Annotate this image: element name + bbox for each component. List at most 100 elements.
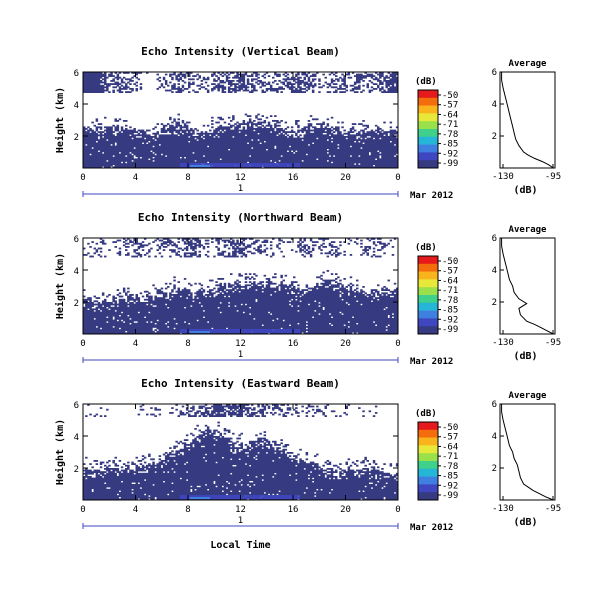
heatmap-cell <box>248 115 252 117</box>
heatmap-cell <box>393 294 397 335</box>
heatmap-cell <box>259 286 262 335</box>
heatmap-cell <box>244 453 248 464</box>
colorbar-unit: (dB) <box>415 409 437 419</box>
heatmap-cell <box>305 452 309 456</box>
heatmap-cell <box>244 136 248 169</box>
heatmap-cell <box>194 128 197 130</box>
y-tick-label: 4 <box>74 267 79 277</box>
heatmap-cell <box>146 413 149 416</box>
heatmap-cell <box>158 413 162 416</box>
heatmap-cell <box>311 461 315 465</box>
heatmap-cell <box>209 129 212 132</box>
heatmap-cell <box>295 281 298 283</box>
heatmap-cell <box>246 121 250 143</box>
heatmap-cell <box>122 241 126 243</box>
heatmap-cell <box>261 121 264 124</box>
heatmap-cell <box>383 252 386 255</box>
heatmap-cell <box>230 88 233 90</box>
heatmap-cell <box>240 247 243 255</box>
heatmap-cell <box>395 287 399 335</box>
heatmap-cell <box>337 479 340 501</box>
heatmap-cell <box>125 128 128 156</box>
heatmap-cell <box>349 282 353 285</box>
heatmap-cell <box>238 76 241 84</box>
heatmap-cell <box>309 81 313 87</box>
heatmap-cell <box>372 466 376 501</box>
heatmap-cell <box>284 72 288 74</box>
heatmap-cell <box>322 310 325 335</box>
heatmap-cell <box>263 126 267 141</box>
heatmap-cell <box>263 437 267 441</box>
heatmap-cell <box>114 72 117 74</box>
heatmap-cell <box>173 319 176 328</box>
heatmap-cell <box>114 76 117 79</box>
heatmap-cell <box>351 131 355 133</box>
heatmap-cell <box>269 241 273 243</box>
heatmap-cell <box>217 476 220 501</box>
heatmap-cell <box>301 72 304 76</box>
heatmap-cell <box>278 242 281 245</box>
heatmap-cell <box>255 78 258 81</box>
colorbar-label: -78 <box>442 462 458 472</box>
heatmap-cell <box>374 469 378 475</box>
heatmap-cell <box>269 314 273 335</box>
heatmap-cell <box>190 132 193 169</box>
heatmap-cell <box>389 121 393 124</box>
heatmap-cell <box>322 84 325 87</box>
heatmap-cell <box>146 302 149 304</box>
heatmap-cell <box>280 453 283 501</box>
heatmap-cell <box>167 89 170 92</box>
heatmap-cell <box>127 72 130 74</box>
heatmap-title: Echo Intensity (Eastward Beam) <box>141 377 340 390</box>
heatmap-cell <box>332 290 336 335</box>
heatmap-cell <box>244 113 248 116</box>
heatmap-cell <box>173 126 176 132</box>
heatmap-cell <box>196 255 199 258</box>
heatmap-cell <box>278 128 281 133</box>
heatmap-cell <box>154 407 157 411</box>
heatmap-cell <box>301 246 304 248</box>
heatmap-cell <box>366 246 369 248</box>
heatmap-cell <box>139 72 143 74</box>
heatmap-cell <box>192 252 195 256</box>
heatmap-cell <box>146 129 149 132</box>
heatmap-cell <box>171 124 174 169</box>
heatmap-cell <box>326 279 330 287</box>
heatmap-cell <box>293 408 296 411</box>
heatmap-cell <box>158 86 162 89</box>
heatmap-cell <box>99 247 103 250</box>
heatmap-cell <box>280 281 283 328</box>
heatmap-cell <box>185 480 189 501</box>
heatmap-cell <box>267 81 271 85</box>
heatmap-cell <box>175 450 178 464</box>
heatmap-cell <box>353 476 357 501</box>
heatmap-cell <box>274 440 277 446</box>
heatmap-cell <box>234 412 237 416</box>
heatmap-cell <box>244 123 248 125</box>
heatmap-cell <box>345 139 348 169</box>
heatmap-cell <box>324 246 327 248</box>
heatmap-cell <box>322 271 325 274</box>
heatmap-cell <box>200 83 204 85</box>
heatmap-cell <box>211 116 214 119</box>
heatmap-cell <box>95 460 99 462</box>
heatmap-cell <box>225 437 229 481</box>
heatmap-cell <box>246 276 250 279</box>
heatmap-cell <box>265 281 269 283</box>
heatmap-cell <box>303 238 306 242</box>
heatmap-cell <box>232 124 235 127</box>
heatmap-cell <box>293 83 296 85</box>
heatmap-cell <box>171 289 174 293</box>
heatmap-cell <box>339 131 342 169</box>
heatmap-cell <box>215 121 218 124</box>
heatmap-surface-echo <box>190 331 210 333</box>
heatmap-cell <box>97 297 101 299</box>
heatmap-cell <box>389 463 393 467</box>
heatmap-cell <box>286 241 290 243</box>
heatmap-cell <box>164 129 168 133</box>
heatmap-cell <box>267 313 271 333</box>
heatmap-cell <box>305 463 309 488</box>
heatmap-cell <box>122 76 126 79</box>
heatmap-cell <box>284 412 288 414</box>
heatmap-cell <box>185 439 189 441</box>
